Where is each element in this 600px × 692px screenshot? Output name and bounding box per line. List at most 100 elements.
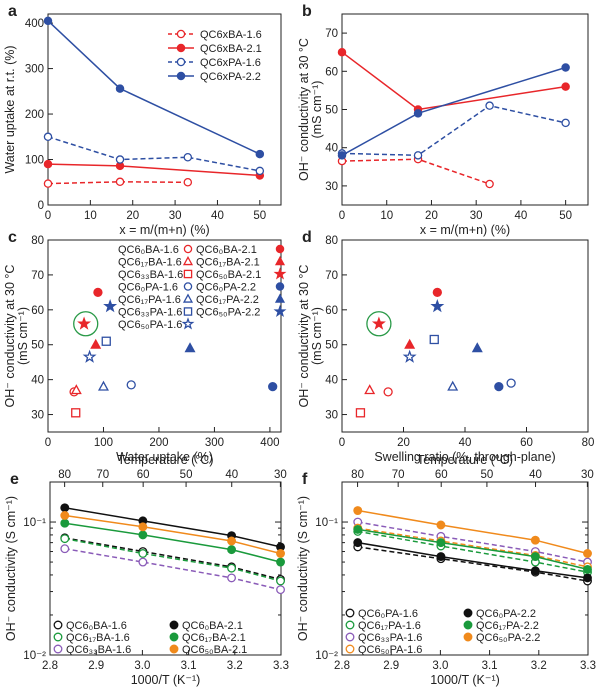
data-point: [471, 342, 483, 353]
top-tick-label: 30: [274, 469, 287, 481]
data-point: [337, 151, 347, 160]
highlight-circle: [73, 311, 99, 337]
legend-label: QC6₁₇BA-2.1: [182, 632, 246, 644]
y-tick-label: 10⁻¹: [315, 517, 338, 529]
legend-label: QC6₅₀PA-2.2: [196, 307, 260, 319]
x-tick-label: 300: [205, 437, 224, 449]
x-tick-label: 10: [380, 210, 393, 222]
data-point: [353, 524, 363, 534]
panel-b: b0 10 20 30 40 50x = m/(m+n) (%)3040506070OH⁻…: [297, 3, 589, 237]
x-tick-label: 2.8: [334, 660, 350, 672]
x-tick-label: 0: [45, 437, 51, 449]
data-point: [138, 530, 148, 540]
x-tick-label: 20: [126, 210, 139, 222]
y-axis-title: OH⁻ conductivity at 30 °C: [297, 38, 311, 181]
series-line: [64, 537, 281, 581]
legend-marker: [53, 644, 63, 654]
legend-marker: [183, 244, 193, 254]
y-tick-label: 60: [325, 305, 338, 317]
series-line: [64, 507, 281, 548]
data-point: [60, 518, 70, 528]
series-line: [64, 522, 281, 563]
y-tick-label: 100: [25, 155, 44, 167]
x-tick-label: 50: [253, 210, 266, 222]
data-point: [430, 299, 445, 313]
y-tick-label: 50: [31, 340, 44, 352]
y-tick-label: 60: [325, 66, 338, 78]
y-tick-label: 50: [325, 340, 338, 352]
data-point: [255, 166, 265, 176]
legend-marker: [182, 293, 194, 303]
panel-a: a 0 10 20 30 40 50 x = m/(m+n) (%) 0 100 200 300 400…: [3, 3, 282, 237]
top-tick-label: 80: [58, 469, 71, 481]
data-point: [184, 342, 196, 353]
top-tick-label: 40: [529, 469, 542, 481]
data-point: [506, 378, 516, 388]
data-point: [227, 545, 237, 555]
y-tick-label: 30: [31, 410, 44, 422]
legend-label: QC6₅₀BA-2.1: [182, 644, 247, 656]
y-axis-title: OH⁻ conductivity (S cm⁻¹): [4, 496, 18, 641]
plot-frame-c: [47, 239, 282, 433]
data-point: [561, 118, 570, 128]
legend-marker: [274, 293, 286, 303]
legend-label: QC6₃₃PA-1.6: [118, 307, 182, 319]
x-axis-title: 1000/T (K⁻¹): [131, 673, 201, 687]
x-tick-label: 3.2: [227, 660, 243, 672]
panel-letter-a: a: [8, 3, 17, 20]
y-axis-unit: (mS cm⁻¹): [310, 307, 324, 365]
legend-marker: [183, 282, 193, 291]
legend-label: QC6₅₀PA-1.6: [358, 644, 422, 656]
legend-label: QC6₀PA-2.2: [196, 282, 256, 294]
y-tick-label: 80: [325, 235, 338, 247]
legend-label: QC6₅₀PA-2.2: [476, 632, 540, 644]
data-point: [371, 316, 386, 330]
x-tick-label: 3.2: [531, 660, 547, 672]
y-tick-label: 10⁻¹: [23, 517, 46, 529]
x-tick-label: 2.8: [42, 660, 58, 672]
data-point: [227, 573, 237, 583]
data-point: [353, 538, 363, 548]
legend-marker: [345, 644, 355, 654]
data-point: [383, 387, 393, 397]
x-axis-title: x = m/(m+n) (%): [420, 223, 510, 237]
series-line: [341, 51, 566, 111]
legend-marker: [176, 29, 186, 39]
panel-f: f 2.8 2.9 3.0 3.1 3.2 3.3 1000/T (K⁻¹) 10⁻² 10⁻¹ 8…: [296, 453, 596, 687]
data-point: [561, 63, 570, 72]
x-tick-label: 0: [339, 437, 345, 449]
top-tick-label: 60: [435, 469, 448, 481]
legend-marker: [345, 620, 355, 630]
legend-marker: [463, 608, 473, 618]
data-point: [583, 549, 592, 558]
legend-label: QC6₃₃BA-1.6: [118, 269, 183, 281]
data-point: [494, 381, 504, 392]
data-point: [583, 573, 592, 583]
data-point: [485, 101, 494, 110]
y-axis-unit: (mS cm⁻¹): [16, 307, 30, 365]
legend-label: QC6xBA-1.6: [200, 29, 262, 41]
x-axis-title: x = m/(m+n) (%): [119, 223, 209, 237]
data-point: [276, 585, 285, 595]
x-tick-label: 40: [211, 210, 224, 222]
series-line: [341, 104, 566, 157]
y-tick-label: 50: [325, 105, 338, 117]
plot-frame-e: [49, 481, 282, 656]
x-tick-label: 0: [45, 210, 51, 222]
data-point: [115, 155, 125, 164]
top-tick-label: 50: [481, 469, 494, 481]
data-point: [138, 557, 148, 567]
y-tick-label: 10⁻²: [23, 650, 46, 662]
x-tick-label: 200: [149, 437, 168, 449]
data-point: [268, 381, 278, 392]
panel-e: e 2.8 2.9 3.0 3.1 3.2 3.3 1000/T (K⁻¹) 10⁻² 10⁻¹ 8…: [4, 453, 289, 687]
y-axis-title: OH⁻ conductivity at 30 °C: [297, 265, 311, 408]
legend-marker: [53, 620, 63, 630]
top-axis-title: Temperature (°C): [118, 453, 214, 467]
panel-letter-e: e: [10, 471, 19, 488]
x-tick-label: 50: [559, 210, 572, 222]
series-line: [64, 514, 281, 555]
data-point: [583, 564, 592, 574]
data-point: [93, 287, 103, 298]
